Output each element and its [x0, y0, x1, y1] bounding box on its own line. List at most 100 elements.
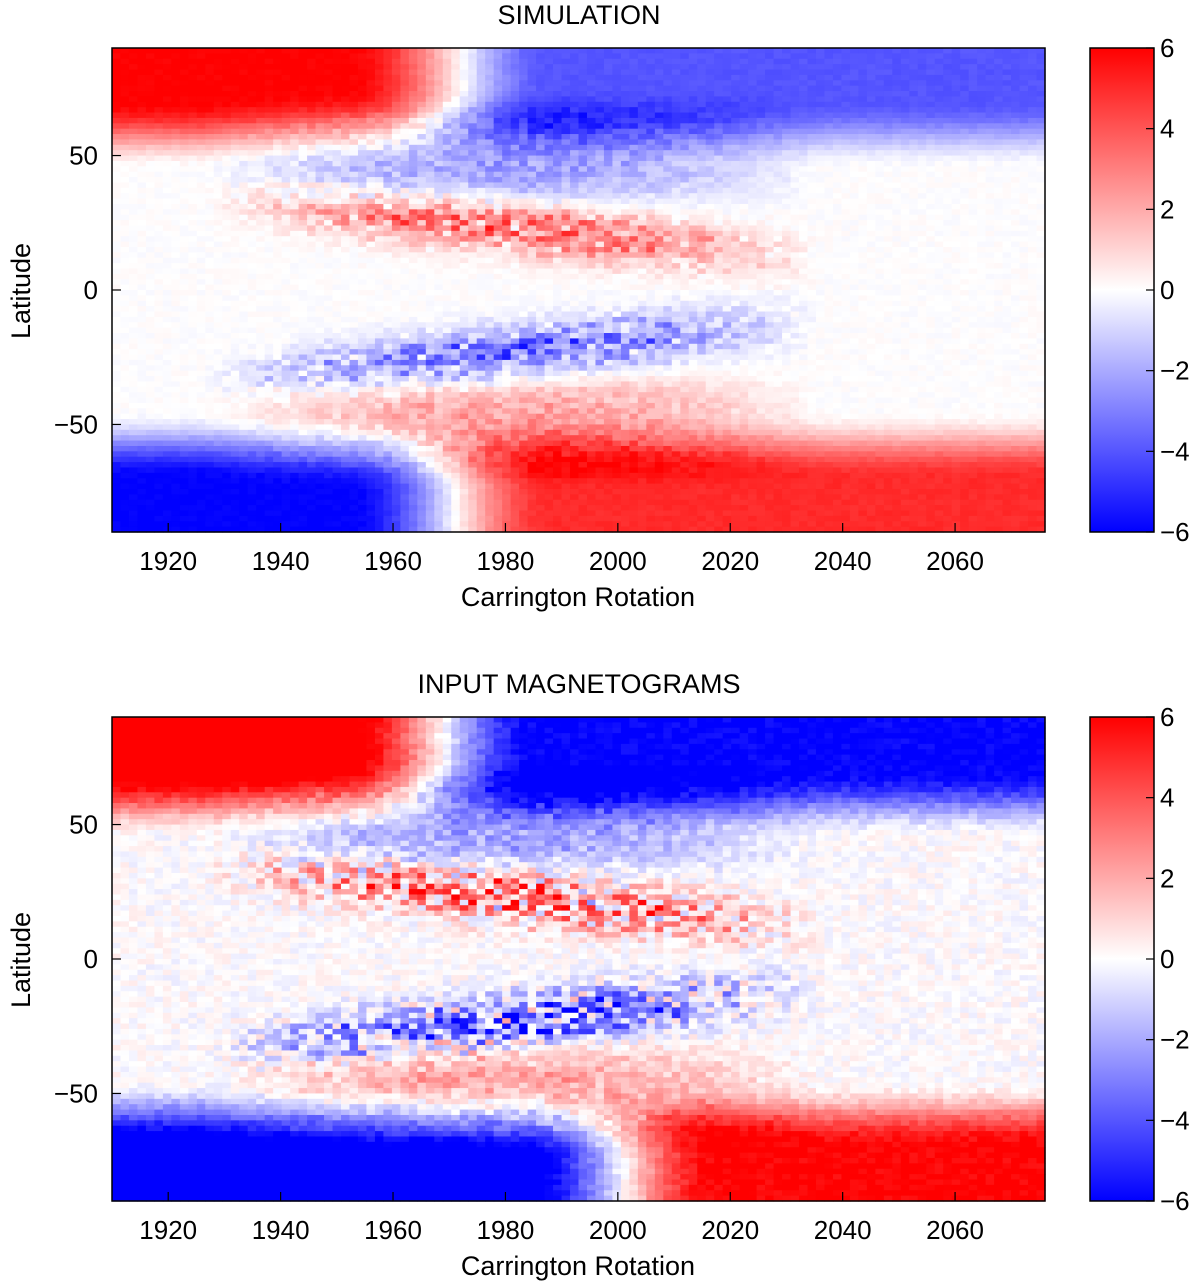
- heatmap-cell: [459, 510, 469, 517]
- heatmap-cell: [349, 69, 359, 76]
- heatmap-cell: [239, 144, 249, 151]
- heatmap-cell: [391, 273, 401, 280]
- heatmap-cell: [400, 397, 410, 404]
- heatmap-cell: [400, 306, 410, 313]
- heatmap-cell: [408, 300, 418, 307]
- heatmap-cell: [570, 257, 580, 264]
- heatmap-cell: [120, 252, 130, 259]
- heatmap-cell: [145, 273, 156, 280]
- heatmap-cell: [196, 413, 206, 420]
- heatmap-cell: [222, 354, 232, 361]
- heatmap-cell: [298, 526, 308, 533]
- heatmap-cell: [476, 64, 486, 71]
- heatmap-cell: [264, 74, 274, 81]
- heatmap-cell: [154, 370, 164, 377]
- heatmap-cell: [128, 413, 139, 420]
- heatmap-cell: [196, 429, 206, 436]
- heatmap-cell: [112, 311, 122, 318]
- heatmap-cell: [162, 311, 172, 318]
- heatmap-cell: [256, 397, 266, 404]
- heatmap-cell: [451, 483, 461, 490]
- heatmap-cell: [281, 290, 291, 296]
- heatmap-cell: [324, 96, 334, 103]
- heatmap-cell: [468, 300, 478, 307]
- heatmap-cell: [400, 515, 410, 522]
- heatmap-cell: [154, 381, 164, 388]
- heatmap-cell: [485, 91, 495, 97]
- heatmap-cell: [154, 456, 164, 463]
- heatmap-cell: [400, 402, 410, 409]
- heatmap-cell: [408, 171, 418, 178]
- heatmap-cell: [349, 472, 359, 479]
- heatmap-cell: [179, 526, 189, 533]
- heatmap-cell: [120, 193, 130, 200]
- heatmap-cell: [247, 311, 257, 318]
- heatmap-cell: [290, 112, 300, 119]
- heatmap-cell: [332, 376, 342, 383]
- heatmap-cell: [239, 483, 249, 490]
- heatmap-cell: [196, 440, 206, 447]
- heatmap-cell: [544, 467, 554, 474]
- heatmap-cell: [332, 365, 342, 372]
- heatmap-cell: [273, 128, 283, 135]
- heatmap-cell: [451, 150, 461, 157]
- heatmap-cell: [154, 252, 164, 259]
- heatmap-cell: [222, 381, 232, 388]
- heatmap-cell: [357, 80, 368, 87]
- heatmap-cell: [256, 166, 266, 173]
- heatmap-cell: [434, 419, 444, 426]
- heatmap-cell: [493, 284, 503, 291]
- heatmap-cell: [510, 166, 520, 173]
- heatmap-cell: [307, 376, 317, 383]
- heatmap-cell: [290, 139, 300, 146]
- heatmap-cell: [468, 408, 478, 415]
- heatmap-cell: [205, 198, 215, 205]
- heatmap-cell: [493, 413, 503, 420]
- heatmap-cell: [112, 64, 122, 71]
- heatmap-cell: [544, 74, 554, 81]
- heatmap-cell: [137, 139, 147, 146]
- heatmap-cell: [230, 365, 240, 372]
- heatmap-cell: [425, 230, 435, 237]
- heatmap-cell: [298, 220, 308, 227]
- heatmap-cell: [315, 515, 325, 522]
- heatmap-cell: [493, 139, 503, 146]
- heatmap-cell: [324, 510, 334, 517]
- heatmap-cell: [264, 268, 274, 275]
- heatmap-cell: [332, 429, 342, 436]
- heatmap-cell: [196, 246, 206, 253]
- heatmap-cell: [171, 182, 181, 189]
- heatmap-cell: [222, 58, 232, 65]
- heatmap-cell: [196, 53, 206, 60]
- heatmap-cell: [493, 53, 503, 60]
- heatmap-cell: [510, 295, 520, 302]
- heatmap-cell: [502, 150, 512, 157]
- heatmap-cell: [332, 515, 342, 522]
- heatmap-cell: [128, 48, 139, 54]
- heatmap-cell: [459, 515, 469, 522]
- heatmap-cell: [247, 58, 257, 65]
- heatmap-cell: [527, 456, 537, 463]
- heatmap-cell: [281, 478, 291, 485]
- heatmap-cell: [298, 182, 308, 189]
- heatmap-cell: [239, 128, 249, 135]
- heatmap-cell: [553, 64, 563, 71]
- heatmap-cell: [519, 166, 529, 173]
- heatmap-cell: [383, 246, 393, 253]
- heatmap-cell: [519, 408, 529, 415]
- heatmap-cell: [408, 424, 418, 431]
- heatmap-cell: [349, 499, 359, 506]
- heatmap-cell: [112, 359, 122, 366]
- heatmap-cell: [341, 187, 351, 194]
- heatmap-cell: [442, 160, 452, 167]
- heatmap-cell: [434, 187, 444, 194]
- heatmap-cell: [383, 462, 393, 469]
- heatmap-cell: [451, 510, 461, 517]
- heatmap-cell: [298, 365, 308, 372]
- heatmap-cell: [561, 257, 571, 264]
- heatmap-cell: [171, 209, 181, 216]
- heatmap-cell: [213, 246, 223, 253]
- heatmap-cell: [476, 96, 486, 103]
- heatmap-cell: [256, 263, 266, 270]
- heatmap-cell: [290, 177, 300, 184]
